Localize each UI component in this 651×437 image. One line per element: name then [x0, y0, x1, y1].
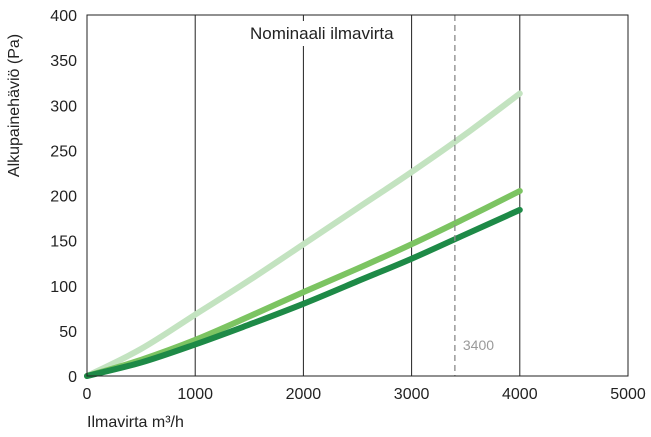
annotation-background — [244, 21, 401, 46]
x-tick-label-4000: 4000 — [502, 386, 538, 403]
x-tick-label-2000: 2000 — [286, 386, 322, 403]
x-axis-label: Ilmavirta m³/h — [87, 414, 184, 431]
y-tick-label-300: 300 — [50, 98, 77, 115]
y-tick-label-150: 150 — [50, 234, 77, 251]
series-group — [84, 90, 523, 379]
x-tick-label-3000: 3000 — [394, 386, 430, 403]
series-line-2 — [84, 188, 523, 379]
y-axis-label: Alkupainehäviö (Pa) — [6, 34, 23, 177]
y-tick-label-250: 250 — [50, 143, 77, 160]
annotation-group: Nominaali ilmavirta — [244, 21, 401, 46]
reference-line-label: 3400 — [463, 337, 494, 353]
x-tick-label-5000: 5000 — [610, 386, 646, 403]
tick-labels: 0 1000 2000 3000 4000 5000 0 50 100 150 200 250 300 3… — [50, 8, 646, 403]
y-tick-label-200: 200 — [50, 189, 77, 206]
y-tick-label-100: 100 — [50, 279, 77, 296]
x-tick-label-0: 0 — [83, 386, 92, 403]
series-line-3 — [84, 206, 523, 379]
y-tick-label-0: 0 — [68, 369, 77, 386]
plot-frame — [86, 14, 629, 377]
annotation-text: Nominaali ilmavirta — [250, 24, 394, 43]
y-tick-label-400: 400 — [50, 8, 77, 25]
y-tick-label-50: 50 — [59, 324, 77, 341]
y-tick-label-350: 350 — [50, 53, 77, 70]
series-line-1 — [84, 90, 523, 379]
x-tick-label-1000: 1000 — [177, 386, 213, 403]
